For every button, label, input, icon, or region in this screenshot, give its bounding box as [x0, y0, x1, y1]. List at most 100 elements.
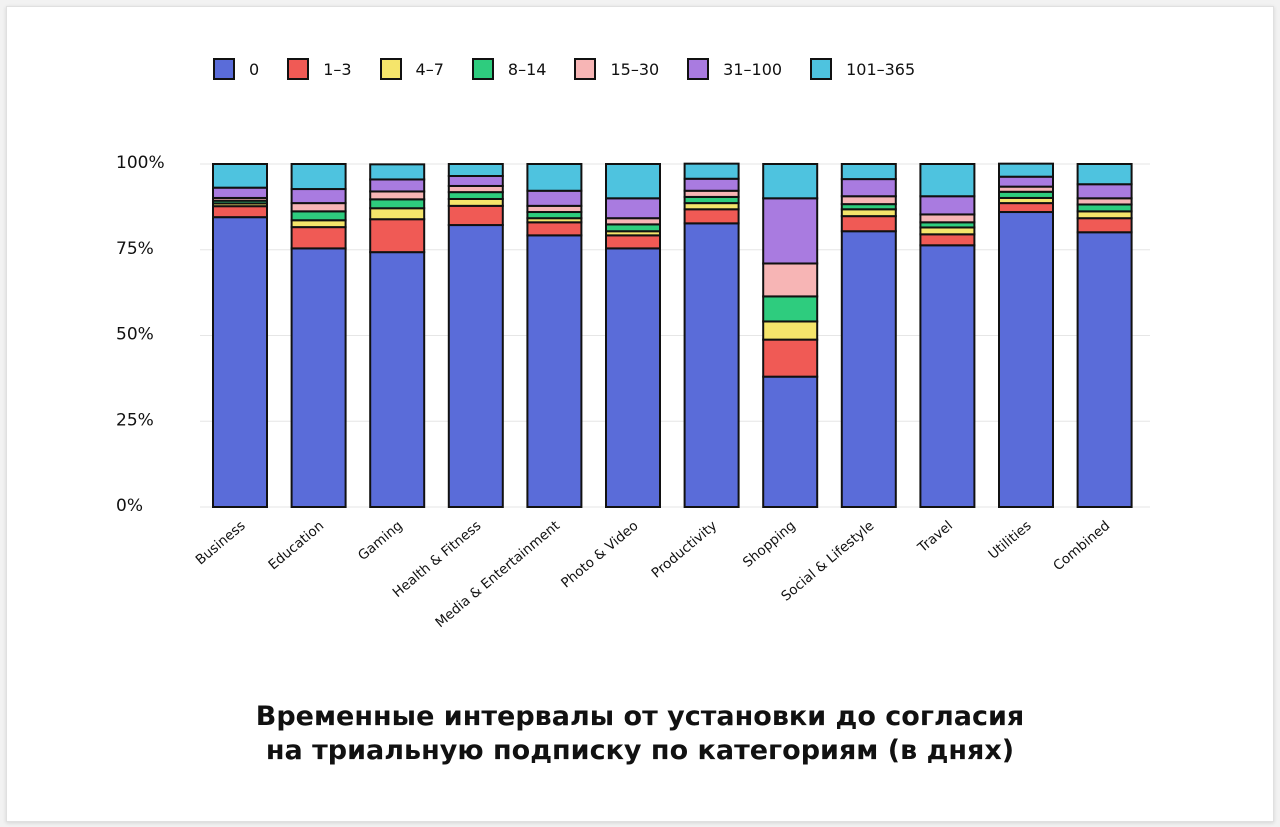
legend-swatch [574, 58, 597, 80]
bar-segment [919, 163, 976, 198]
legend-item: 101–365 [810, 58, 915, 80]
legend-item: 31–100 [687, 58, 782, 80]
legend-swatch [379, 58, 402, 80]
y-tick-label: 0% [116, 496, 143, 516]
bar-segment [762, 338, 819, 378]
bar-segment [447, 191, 504, 200]
bar-segment [526, 163, 583, 192]
bar-segment [683, 208, 740, 225]
bar-segment [212, 163, 268, 189]
bar-segment [290, 226, 347, 250]
bar-segment [1076, 217, 1133, 234]
bar-segment [290, 188, 347, 205]
bar-segment [1076, 163, 1133, 186]
x-tick-label: Gaming [355, 518, 406, 564]
bar-segment [605, 223, 661, 233]
y-tick-label: 50% [116, 325, 154, 345]
legend-label: 0 [249, 59, 260, 79]
legend-label: 1–3 [323, 59, 352, 79]
bar-segment [290, 210, 347, 222]
bar-segment [840, 195, 897, 206]
bar-segment [840, 163, 897, 181]
bar-segment [1076, 203, 1133, 213]
chart-title-line-1: Временные интервалы от установки до согл… [255, 701, 1025, 732]
x-tick-label: Utilities [985, 518, 1034, 563]
bar-segment [1076, 231, 1133, 509]
bar-segment [212, 216, 268, 508]
bar-segment [1076, 210, 1133, 220]
bar-segment [447, 204, 504, 227]
legend-label: 101–365 [846, 59, 916, 79]
bar-segment [290, 247, 347, 509]
bar-segment [526, 189, 583, 207]
bar-segment [919, 226, 976, 236]
legend-swatch [213, 58, 235, 80]
bar-segment [369, 207, 426, 221]
bar-segment [605, 247, 661, 509]
bar-segment [762, 295, 819, 323]
bar-segment [840, 178, 897, 198]
x-tick-label: Combined [1050, 518, 1113, 574]
chart-title-line-2: на триальную подписку по категориям (в д… [265, 735, 1015, 766]
legend-label: 4–7 [415, 59, 444, 79]
bar-segment [369, 251, 426, 508]
x-tick-label: Business [193, 518, 249, 569]
bar-segment [605, 234, 661, 250]
bar-segment [447, 197, 504, 207]
bar-segment [762, 197, 819, 265]
chart-title: Временные интервалы от установки до согл… [0, 700, 1280, 768]
y-tick-label: 75% [116, 239, 154, 259]
legend-label: 8–14 [507, 59, 547, 79]
x-tick-label: Media & Entertainment [432, 518, 563, 631]
x-tick-label: Education [265, 518, 327, 573]
bar-segment [998, 211, 1054, 509]
bar-segment [605, 197, 661, 220]
bar-segment [683, 177, 740, 192]
bar-segment [998, 175, 1054, 188]
bar-segment [526, 221, 583, 237]
bar-segment [762, 163, 819, 200]
legend-item: 15–30 [574, 58, 659, 80]
bar-segment [212, 186, 268, 199]
legend-swatch [810, 58, 833, 80]
legend: 0 1–3 4–7 8–14 15–30 31–100 101–365 [213, 58, 943, 80]
bar-segment [212, 205, 268, 219]
bar-segment [369, 198, 426, 210]
bar-segment [840, 230, 897, 508]
bar-segment [447, 224, 504, 509]
legend-swatch [471, 58, 494, 80]
legend-item: 0 [213, 58, 259, 80]
x-tick-label: Shopping [740, 518, 799, 571]
bar-segment [840, 215, 897, 233]
legend-label: 15–30 [610, 59, 660, 79]
bar-segment [762, 320, 819, 341]
bar-segment [369, 178, 426, 193]
y-tick-label: 25% [116, 410, 154, 430]
bar-segment [369, 218, 426, 254]
bar-segment [998, 162, 1054, 178]
legend-item: 1–3 [287, 58, 352, 80]
bar-segment [605, 163, 661, 200]
bar-segment [683, 162, 740, 180]
bar-segment [919, 213, 976, 224]
x-tick-label: Photo & Video [558, 518, 641, 592]
bar-segment [762, 262, 819, 298]
bar-segment [447, 163, 504, 178]
bar-segment [919, 244, 976, 509]
legend-label: 31–100 [723, 59, 783, 79]
bar-segment [369, 190, 426, 201]
bar-segment [683, 222, 740, 509]
bar-segment [919, 195, 976, 216]
x-tick-label: Travel [914, 518, 956, 557]
legend-swatch [287, 58, 310, 80]
bar-segment [919, 233, 976, 247]
legend-item: 8–14 [471, 58, 547, 80]
legend-item: 4–7 [379, 58, 444, 80]
bar-segment [447, 175, 504, 187]
y-tick-label: 100% [116, 153, 165, 173]
bar-segment [1076, 183, 1133, 200]
bar-segment [840, 208, 897, 218]
bar-segment [290, 163, 347, 191]
bar-segment [290, 202, 347, 213]
